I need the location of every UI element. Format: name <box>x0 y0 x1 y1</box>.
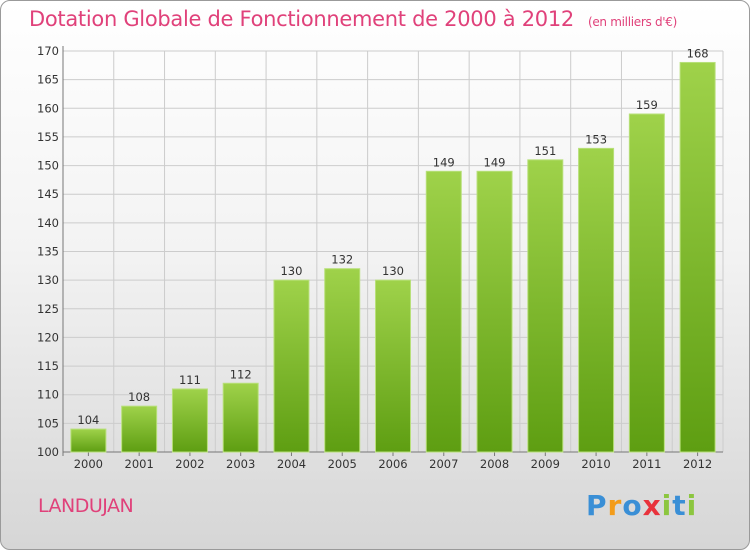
bar <box>171 388 208 453</box>
proxiti-logo: Proxiti <box>586 489 697 522</box>
logo-letter: r <box>607 489 623 522</box>
labels: 104 108 111 112 130 132 130 149 149 151 153 159 168 <box>77 46 708 427</box>
title-text: Dotation Globale de Fonctionnement de 20… <box>29 7 574 31</box>
bar <box>222 382 259 453</box>
commune-name: LANDUJAN <box>38 495 134 517</box>
data-label: 168 <box>687 46 709 60</box>
bars <box>70 61 716 453</box>
x-tick-label: 2009 <box>531 457 560 471</box>
data-label: 104 <box>77 413 99 427</box>
data-label: 112 <box>230 367 252 381</box>
x-tick-label: 2004 <box>277 457 306 471</box>
data-label: 153 <box>585 132 607 146</box>
x-tick-label: 2011 <box>632 457 661 471</box>
y-tick-label: 155 <box>37 130 59 144</box>
bar <box>476 170 513 453</box>
x-tick-label: 2008 <box>480 457 509 471</box>
logo-letter: i <box>661 489 673 522</box>
x-tick-label: 2012 <box>683 457 712 471</box>
x-tick-label: 2001 <box>125 457 154 471</box>
bar <box>273 279 310 453</box>
bar <box>679 61 716 453</box>
data-label: 130 <box>382 264 404 278</box>
y-tick-label: 170 <box>37 44 59 58</box>
data-label: 130 <box>280 264 302 278</box>
y-tick-label: 135 <box>37 245 59 259</box>
x-tick-label: 2005 <box>328 457 357 471</box>
data-label: 159 <box>636 98 658 112</box>
data-label: 149 <box>433 155 455 169</box>
x-tick-label: 2010 <box>581 457 610 471</box>
bar <box>628 113 665 453</box>
logo-letter: t <box>672 489 687 522</box>
bar <box>324 268 361 453</box>
chart-subtitle: (en milliers d'€) <box>587 15 677 29</box>
x-tick-label: 2000 <box>74 457 103 471</box>
bar <box>578 147 615 453</box>
y-tick-label: 150 <box>37 159 59 173</box>
y-tick-label: 115 <box>37 359 59 373</box>
y-tick-label: 125 <box>37 302 59 316</box>
data-label: 132 <box>331 253 353 267</box>
y-tick-label: 140 <box>37 216 59 230</box>
x-tick-label: 2007 <box>429 457 458 471</box>
data-label: 111 <box>179 373 201 387</box>
data-label: 149 <box>484 155 506 169</box>
y-tick-label: 160 <box>37 101 59 115</box>
data-label: 108 <box>128 390 150 404</box>
logo-letter: P <box>586 489 608 522</box>
bar <box>425 170 462 453</box>
data-label: 151 <box>534 144 556 158</box>
logo-letter: x <box>642 489 662 522</box>
y-tick-label: 130 <box>37 273 59 287</box>
y-tick-label: 145 <box>37 187 59 201</box>
x-tick-label: 2002 <box>175 457 204 471</box>
x-tick-label: 2003 <box>226 457 255 471</box>
y-tick-label: 100 <box>37 445 59 459</box>
bar <box>121 405 158 453</box>
y-tick-label: 110 <box>37 388 59 402</box>
y-tick-label: 165 <box>37 73 59 87</box>
bar <box>70 428 107 453</box>
x-tick-label: 2006 <box>378 457 407 471</box>
y-tick-label: 105 <box>37 416 59 430</box>
chart-title: Dotation Globale de Fonctionnement de 20… <box>29 7 677 31</box>
logo-letter: i <box>686 489 698 522</box>
bar <box>527 159 564 453</box>
logo-letter: o <box>622 489 643 522</box>
bar <box>375 279 411 453</box>
y-tick-label: 120 <box>37 330 59 344</box>
